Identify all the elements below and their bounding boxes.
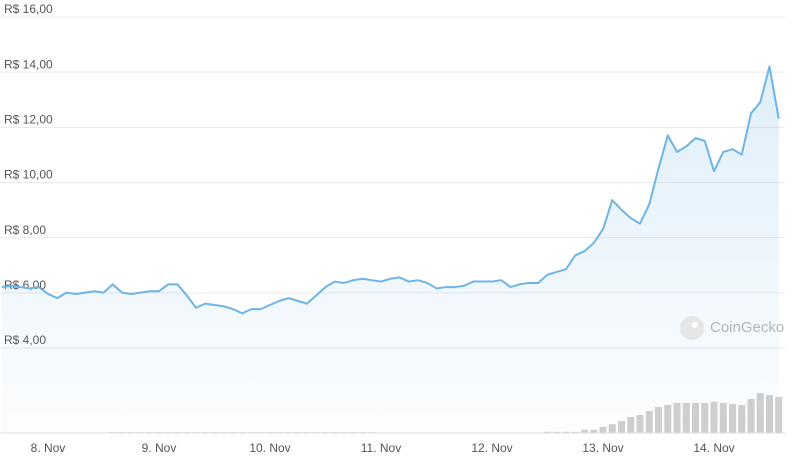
y-tick-label: R$ 14,00	[4, 57, 53, 71]
watermark-logo	[680, 316, 704, 340]
x-tick-label: 14. Nov	[693, 441, 734, 455]
y-tick-label: R$ 10,00	[4, 168, 53, 182]
y-tick-label: R$ 12,00	[4, 113, 53, 127]
x-tick-label: 10. Nov	[249, 441, 290, 455]
watermark: CoinGecko	[680, 316, 784, 340]
x-tick-label: 8. Nov	[31, 441, 66, 455]
y-tick-label: R$ 8,00	[4, 223, 46, 237]
x-tick-label: 12. Nov	[471, 441, 512, 455]
x-tick-label: 9. Nov	[142, 441, 177, 455]
x-tick-label: 13. Nov	[582, 441, 623, 455]
area	[1, 66, 779, 433]
x-tick-label: 11. Nov	[361, 441, 401, 455]
y-tick-label: R$ 16,00	[4, 2, 53, 16]
price-line	[1, 65, 780, 315]
watermark-text: CoinGecko	[710, 319, 784, 336]
watermark-logo-eye	[692, 322, 698, 328]
